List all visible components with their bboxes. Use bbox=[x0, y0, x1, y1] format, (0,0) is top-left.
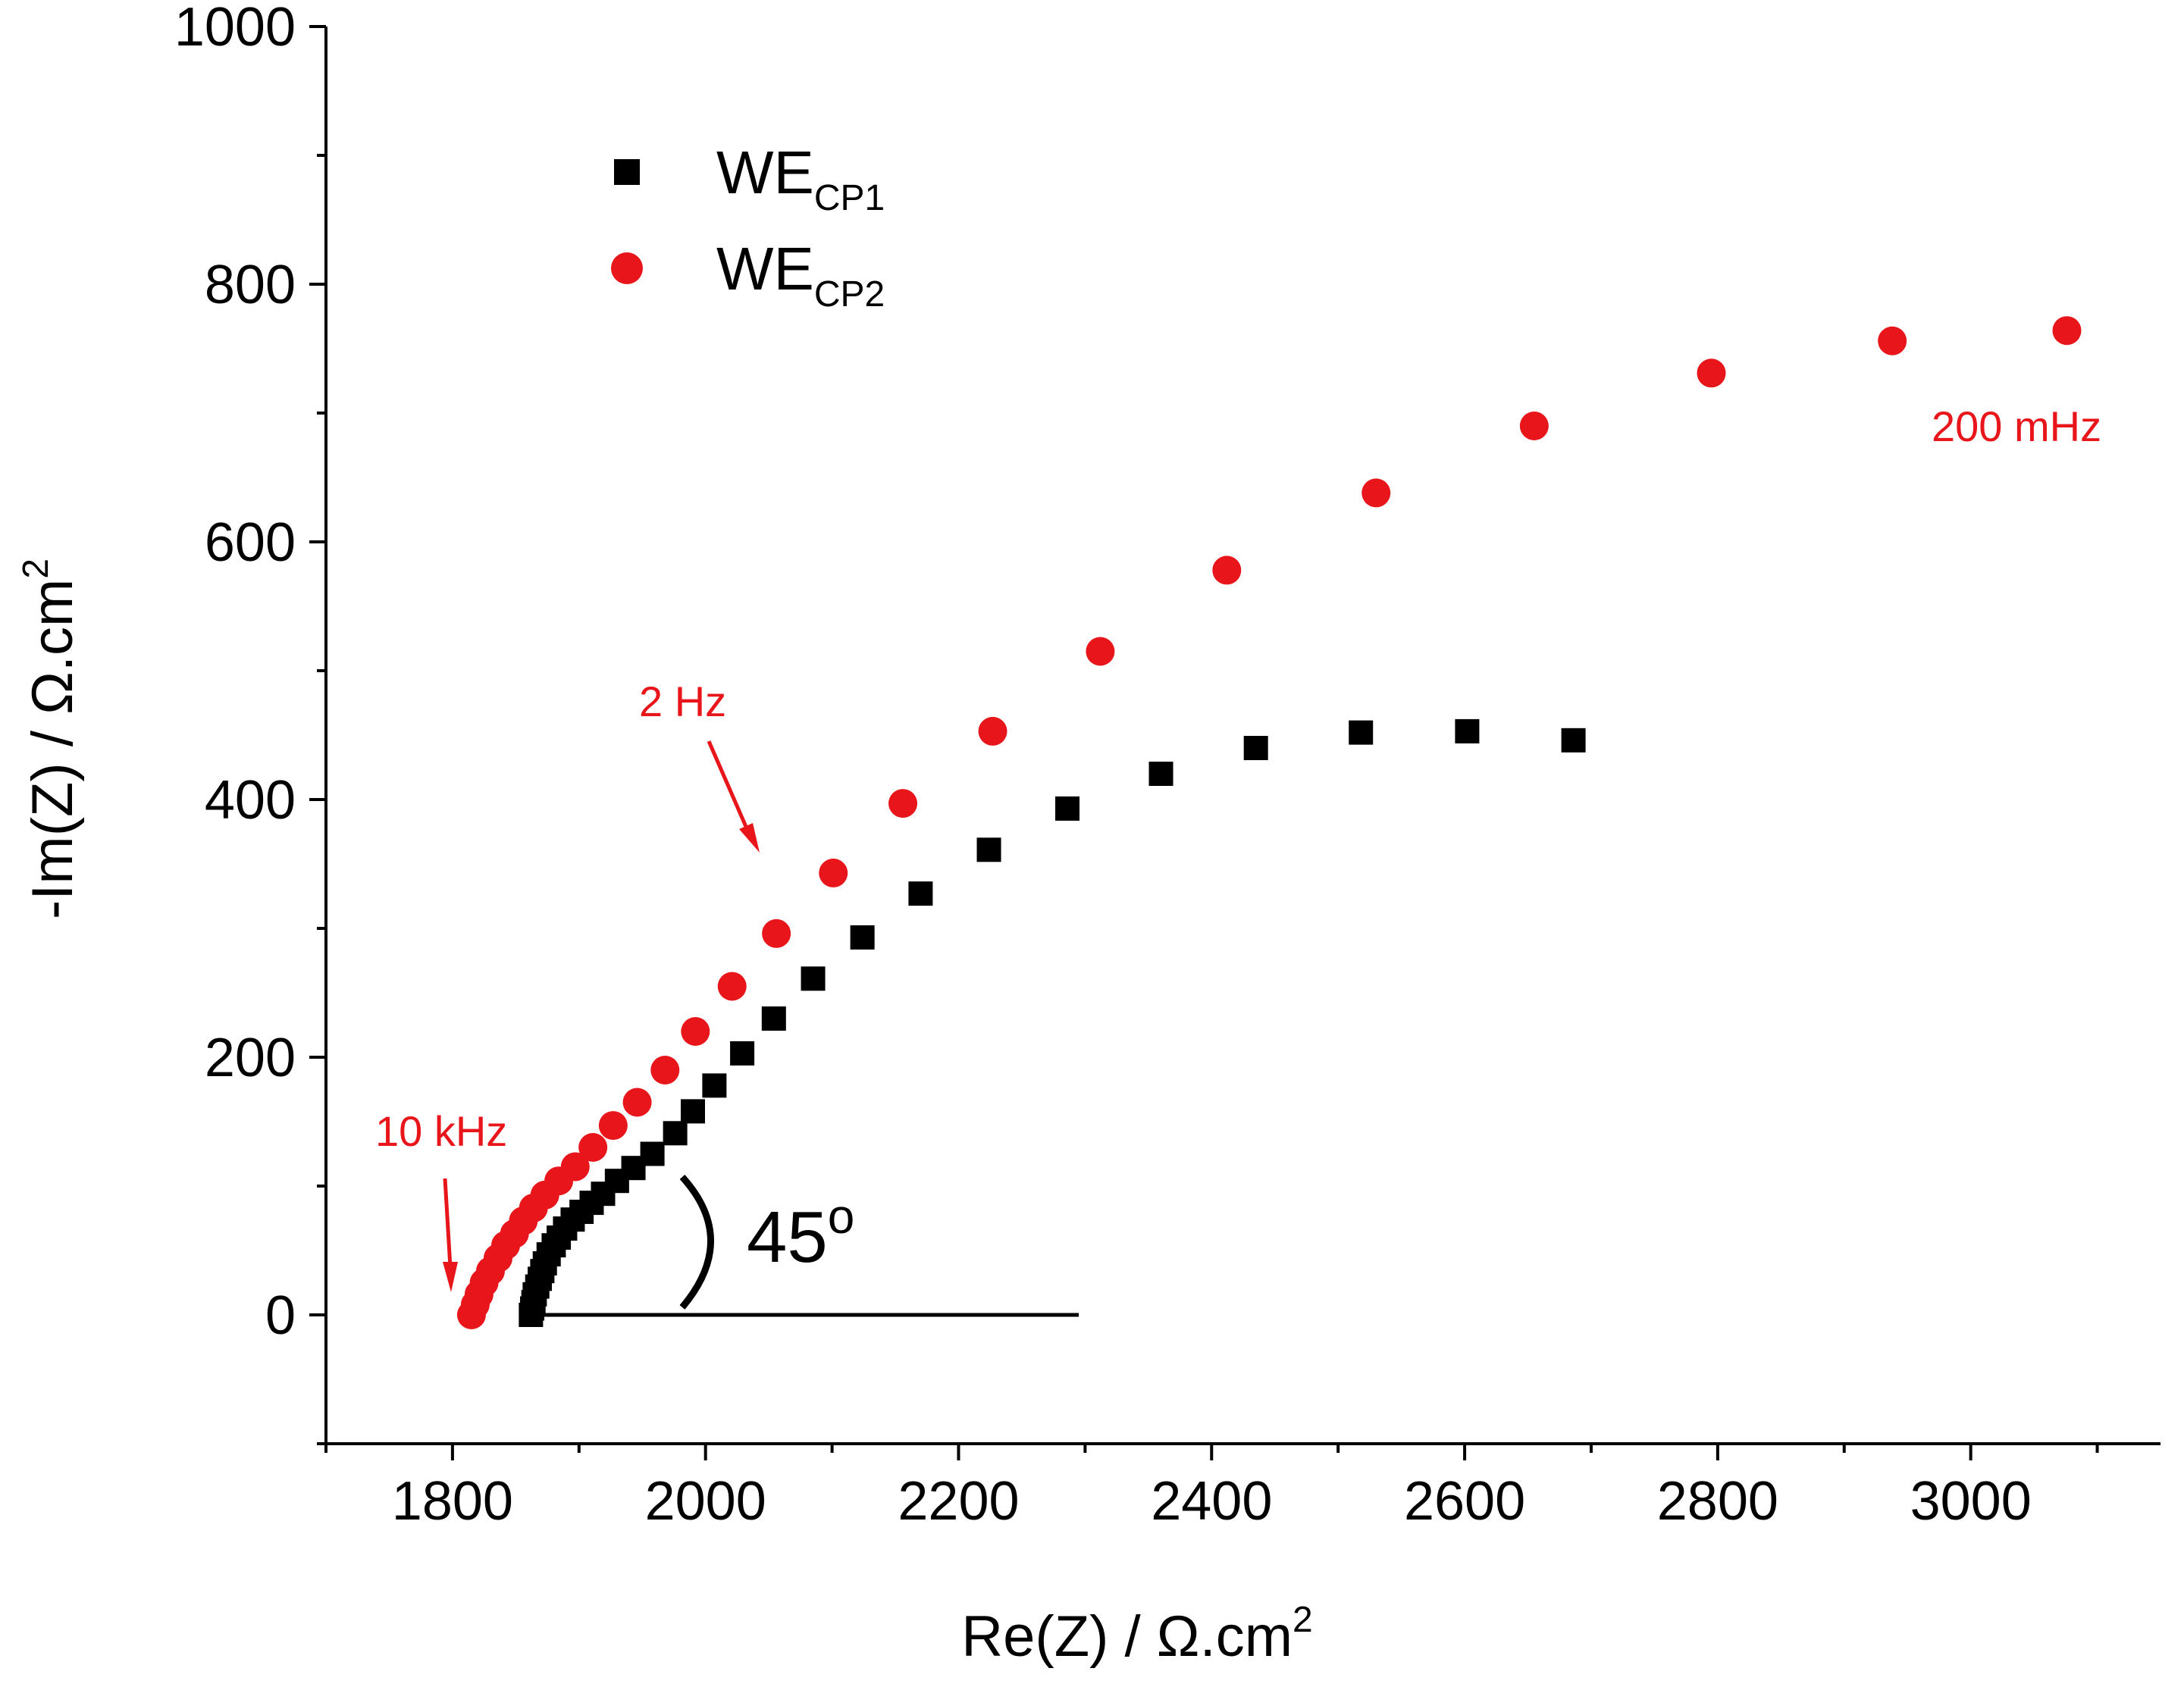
data-point bbox=[1878, 326, 1907, 355]
series-we-cp1 bbox=[519, 718, 1586, 1327]
data-point bbox=[801, 966, 826, 991]
data-point bbox=[888, 789, 918, 818]
y-tick-label: 800 bbox=[205, 255, 296, 315]
data-point bbox=[1243, 736, 1268, 760]
data-point bbox=[762, 919, 791, 948]
arrow-10khz-shaft bbox=[443, 1178, 453, 1268]
arrow-2hz-shaft bbox=[707, 740, 749, 829]
x-tick-label: 2600 bbox=[1404, 1471, 1525, 1532]
legend: WECP1 WECP2 bbox=[611, 139, 885, 315]
annotation-200mhz: 200 mHz bbox=[1932, 402, 2101, 450]
legend-marker-cp2 bbox=[611, 252, 643, 284]
data-point bbox=[1086, 637, 1115, 666]
x-axis-title: Re(Z) / Ω.cm2 bbox=[961, 1600, 1312, 1669]
data-point bbox=[578, 1133, 608, 1162]
legend-marker-cp1 bbox=[614, 159, 640, 185]
legend-label-cp2: WECP2 bbox=[716, 235, 885, 315]
y-tick-label: 600 bbox=[205, 512, 296, 573]
legend-label-cp1: WECP1 bbox=[716, 139, 885, 218]
angle-arc bbox=[679, 1174, 714, 1310]
x-tick-label: 1800 bbox=[392, 1471, 513, 1532]
data-point bbox=[702, 1073, 727, 1098]
data-point bbox=[1697, 358, 1726, 388]
x-tick-label: 2800 bbox=[1657, 1471, 1778, 1532]
data-point bbox=[976, 837, 1001, 862]
data-point bbox=[1361, 478, 1391, 508]
x-tick-label: 2200 bbox=[898, 1471, 1019, 1532]
arrow-10khz-head bbox=[443, 1262, 458, 1292]
data-point bbox=[730, 1041, 755, 1066]
annotation-10khz: 10 kHz bbox=[375, 1107, 507, 1155]
data-point bbox=[1349, 720, 1374, 745]
y-axis-title: -Im(Z) / Ω.cm2 bbox=[16, 559, 85, 919]
data-point bbox=[761, 1006, 786, 1031]
data-point bbox=[622, 1088, 652, 1117]
data-point bbox=[978, 716, 1007, 746]
data-point bbox=[681, 1017, 710, 1046]
data-point bbox=[681, 1099, 705, 1124]
data-point bbox=[663, 1121, 688, 1146]
data-point bbox=[640, 1141, 665, 1166]
data-point bbox=[850, 925, 875, 950]
angle-label: 45o bbox=[747, 1189, 854, 1278]
axes bbox=[324, 27, 2160, 1445]
x-tick-label: 3000 bbox=[1910, 1471, 2032, 1532]
y-tick-label: 0 bbox=[265, 1285, 296, 1346]
x-tick-label: 2400 bbox=[1151, 1471, 1272, 1532]
data-point bbox=[1148, 762, 1173, 786]
data-point bbox=[717, 972, 747, 1001]
data-point bbox=[819, 858, 848, 887]
data-point bbox=[560, 1152, 590, 1182]
data-point bbox=[1519, 412, 1549, 440]
x-ticks: 1800 2000 2200 2400 2600 2800 3000 bbox=[324, 1444, 2099, 1532]
data-point bbox=[1455, 718, 1480, 743]
data-point bbox=[908, 881, 933, 906]
y-tick-label: 200 bbox=[205, 1028, 296, 1088]
data-point bbox=[598, 1111, 628, 1141]
data-point bbox=[1055, 796, 1080, 821]
y-ticks: 0 200 400 600 800 1000 bbox=[174, 0, 326, 1445]
y-tick-label: 1000 bbox=[174, 0, 296, 58]
annotation-2hz: 2 Hz bbox=[639, 678, 726, 725]
data-point bbox=[1561, 728, 1586, 753]
data-point bbox=[2052, 316, 2082, 346]
data-point bbox=[1212, 556, 1242, 585]
series-we-cp2 bbox=[456, 316, 2082, 1329]
data-point bbox=[650, 1056, 680, 1084]
arrow-2hz-head bbox=[739, 823, 760, 853]
y-tick-label: 400 bbox=[205, 770, 296, 831]
x-tick-label: 2000 bbox=[645, 1471, 766, 1532]
